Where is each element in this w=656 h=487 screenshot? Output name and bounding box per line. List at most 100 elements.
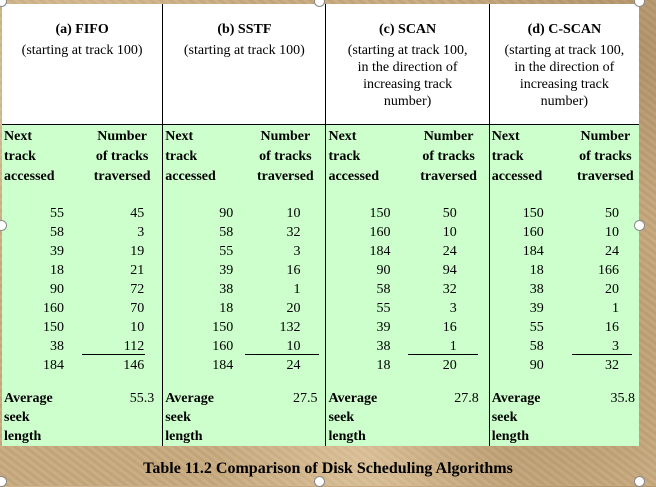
algorithm-subtitle: (starting at track 100, <box>504 43 625 58</box>
next-track-value: 38 <box>50 339 64 354</box>
tracks-traversed-value: 24 <box>442 244 457 259</box>
label-line: Average <box>491 391 541 406</box>
next-track-value: 18 <box>529 263 544 278</box>
tracks-traversed-value: 1 <box>449 339 457 354</box>
resize-handle-top-center[interactable] <box>314 0 325 7</box>
header-line: of tracks <box>259 149 312 164</box>
tracks-traversed-value: 32 <box>442 282 457 297</box>
resize-handle-bottom-center[interactable] <box>314 476 325 487</box>
header-line: Number <box>423 129 474 144</box>
algorithm-title: (b) SSTF <box>217 22 272 37</box>
next-track-value: 150 <box>522 206 544 221</box>
average-seek-length-label: Average seek length <box>165 389 214 446</box>
next-track-value: 55 <box>50 206 64 221</box>
next-track-value: 160 <box>212 339 234 354</box>
next-track-value: 38 <box>529 282 544 297</box>
next-track-value: 150 <box>43 320 64 335</box>
sum-rule-line <box>571 354 632 355</box>
tracks-traversed-value: 10 <box>605 225 619 240</box>
algorithm-subtitle: in the direction of <box>514 60 615 75</box>
next-track-header: Next track accessed <box>326 127 408 187</box>
header-line: traversed <box>576 169 634 184</box>
next-track-value: 55 <box>529 320 544 335</box>
next-track-value: 90 <box>376 263 391 278</box>
column-body: Next track accessed 55 58 39 18 90 160 150 38 184 Nu… <box>2 125 163 446</box>
tracks-traversed-header: Number of tracks traversed <box>245 127 325 187</box>
next-track-value: 184 <box>212 358 234 373</box>
header-line: traversed <box>93 169 151 184</box>
label-line: length <box>491 429 530 444</box>
label-line: seek <box>165 410 191 425</box>
average-seek-length-value: 27.8 <box>454 391 479 406</box>
next-track-subcolumn: Next track accessed 90 58 55 39 38 18 150 160 184 <box>163 125 245 446</box>
label-line: Average <box>165 391 214 406</box>
tracks-traversed-value: 94 <box>442 263 457 278</box>
resize-handle-middle-left[interactable] <box>0 220 7 231</box>
header-line: Next <box>4 129 32 144</box>
header-line: accessed <box>491 169 543 184</box>
tracks-traversed-value: 132 <box>279 320 301 335</box>
next-track-subcolumn: Next track accessed 55 58 39 18 90 160 150 38 184 <box>2 125 82 446</box>
tracks-traversed-value: 24 <box>286 358 301 373</box>
average-seek-length-value: 27.5 <box>292 391 318 406</box>
algorithm-column: (d) C-SCAN (starting at track 100, in the … <box>488 4 639 446</box>
next-track-value: 150 <box>212 320 234 335</box>
tracks-traversed-value: 10 <box>286 206 301 221</box>
tracks-traversed-value: 21 <box>130 263 145 278</box>
label-line: seek <box>4 410 30 425</box>
header-line: accessed <box>328 169 380 184</box>
next-track-value: 58 <box>376 282 391 297</box>
next-track-value: 38 <box>376 339 391 354</box>
algorithm-subtitle: increasing track <box>519 77 609 92</box>
next-track-value: 150 <box>369 206 391 221</box>
next-track-value: 39 <box>219 263 234 278</box>
resize-handle-bottom-left[interactable] <box>0 476 7 487</box>
column-body: Next track accessed 150 160 184 90 58 55 39 38 18 Nu… <box>326 125 489 446</box>
tracks-traversed-value: 20 <box>605 282 619 297</box>
label-line: Average <box>328 391 378 406</box>
tracks-traversed-value: 3 <box>293 244 301 259</box>
header-line: of tracks <box>579 149 632 164</box>
resize-handle-middle-right[interactable] <box>634 220 645 231</box>
tracks-traversed-value: 32 <box>605 358 619 373</box>
algorithm-title: (d) C-SCAN <box>527 22 602 37</box>
column-body: Next track accessed 150 160 184 18 38 39 55 58 90 Nu… <box>489 125 639 446</box>
resize-handle-bottom-right[interactable] <box>634 476 645 487</box>
tracks-traversed-value: 50 <box>605 206 619 221</box>
sum-rule-line <box>245 354 320 355</box>
header-line: accessed <box>165 169 216 184</box>
next-track-value: 38 <box>219 282 234 297</box>
header-line: Next <box>491 129 520 144</box>
next-track-value: 160 <box>369 225 391 240</box>
tracks-traversed-value: 16 <box>605 320 619 335</box>
algorithm-subtitle: (starting at track 100) <box>21 43 143 58</box>
algorithm-column: (b) SSTF (starting at track 100) Next track… <box>162 4 326 446</box>
resize-handle-top-left[interactable] <box>0 0 7 7</box>
header-line: Next <box>165 129 194 144</box>
tracks-traversed-value: 1 <box>612 301 619 316</box>
column-header: (a) FIFO (starting at track 100) <box>2 4 163 125</box>
label-line: length <box>328 429 366 444</box>
algorithm-column: (c) SCAN (starting at track 100, in the di… <box>325 4 489 446</box>
next-track-value: 18 <box>219 301 234 316</box>
next-track-value: 184 <box>369 244 391 259</box>
tracks-traversed-subcolumn: Number of tracks traversed 50 10 24 94 32 3 16 1 20 <box>408 125 488 446</box>
sum-rule-line <box>82 354 145 355</box>
tracks-traversed-value: 3 <box>449 301 457 316</box>
algorithm-subtitle: increasing track <box>363 77 453 92</box>
resize-handle-top-right[interactable] <box>634 0 645 7</box>
next-track-value: 90 <box>50 282 64 297</box>
header-line: traversed <box>256 169 314 184</box>
next-track-value: 90 <box>529 358 544 373</box>
average-seek-length-value: 35.8 <box>610 391 636 406</box>
tracks-traversed-subcolumn: Number of tracks traversed 50 10 24 166 20 1 16 3 3… <box>572 125 639 446</box>
algorithm-title: (c) SCAN <box>379 22 437 37</box>
header-line: track <box>491 149 524 164</box>
header-line: accessed <box>4 169 55 184</box>
next-track-value: 58 <box>50 225 64 240</box>
tracks-traversed-header: Number of tracks traversed <box>408 127 488 187</box>
tracks-traversed-header: Number of tracks traversed <box>572 127 639 187</box>
header-line: Number <box>260 129 311 144</box>
tracks-traversed-value: 10 <box>442 225 457 240</box>
next-track-value: 184 <box>43 358 64 373</box>
